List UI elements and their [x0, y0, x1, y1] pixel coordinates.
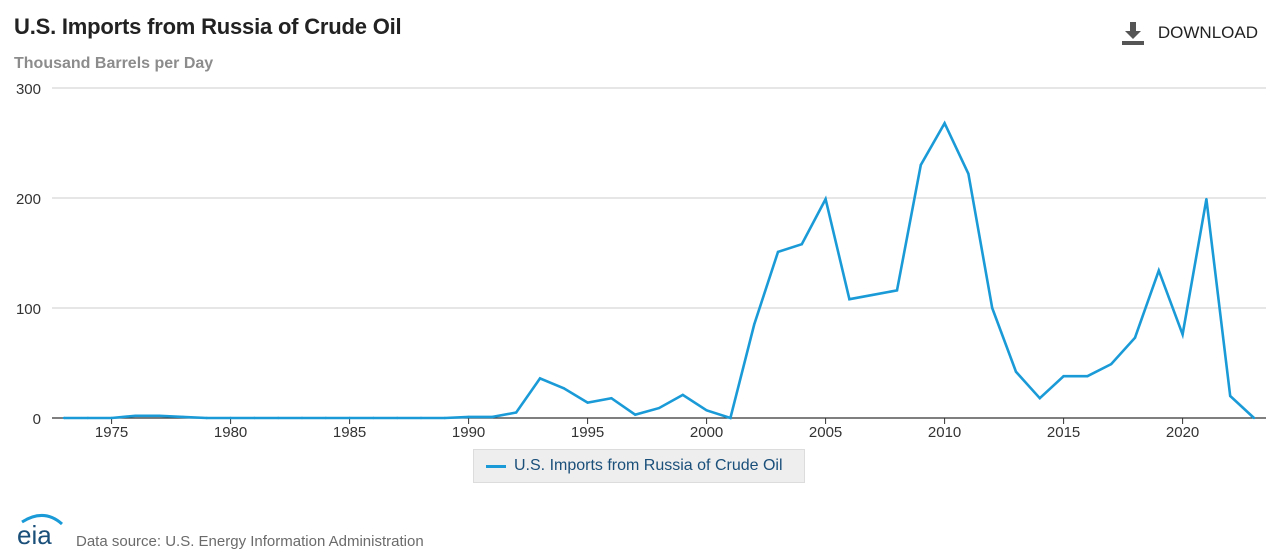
legend-label: U.S. Imports from Russia of Crude Oil [514, 457, 783, 474]
y-tick-label: 300 [16, 81, 41, 98]
data-point [657, 406, 661, 410]
data-point [277, 416, 280, 420]
x-tick-label: 2015 [1047, 424, 1080, 441]
legend-item[interactable]: U.S. Imports from Russia of Crude Oil [473, 449, 805, 483]
data-point [419, 416, 423, 420]
data-point [515, 411, 518, 414]
x-tick-label: 2010 [928, 424, 961, 441]
data-point [729, 416, 732, 420]
data-point [1229, 394, 1232, 398]
data-point [300, 416, 304, 420]
x-tick-label: 1995 [571, 424, 604, 441]
data-point [324, 416, 327, 420]
x-tick-label: 1980 [214, 424, 247, 441]
data-point [86, 416, 90, 420]
series-line [64, 120, 1255, 420]
download-label: DOWNLOAD [1157, 23, 1258, 42]
data-point [991, 306, 994, 310]
data-point [348, 416, 351, 420]
eia-logo[interactable]: eia [16, 510, 66, 550]
data-point [634, 413, 637, 416]
x-tick-label: 1990 [452, 424, 485, 441]
download-icon [1121, 22, 1144, 45]
data-point [824, 197, 827, 201]
data-point [538, 377, 542, 380]
eia-logo-text: eia [17, 520, 52, 550]
data-point [586, 401, 589, 404]
y-tick-label: 0 [33, 411, 41, 428]
chart-subtitle: Thousand Barrels per Day [14, 55, 214, 72]
footer: eia Data source: U.S. Energy Information… [16, 510, 424, 550]
data-point [895, 289, 899, 292]
data-point [62, 416, 66, 420]
chart-title: U.S. Imports from Russia of Crude Oil [14, 14, 402, 39]
data-point [1062, 375, 1065, 378]
x-tick-label: 1985 [333, 424, 366, 441]
data-point [372, 416, 375, 420]
data-point [205, 416, 208, 420]
data-point [467, 415, 470, 419]
y-tick-label: 100 [16, 301, 41, 318]
data-point [753, 323, 756, 326]
data-point [1205, 197, 1208, 201]
data-point [872, 293, 875, 296]
data-point [1086, 375, 1089, 378]
data-point [562, 387, 565, 390]
y-tick-label: 200 [16, 191, 41, 208]
data-point [491, 415, 494, 419]
data-point [181, 415, 185, 419]
data-point [253, 416, 256, 420]
x-tick-label: 2020 [1166, 424, 1199, 441]
data-point [1014, 370, 1018, 373]
data-point [705, 409, 708, 412]
data-point [776, 250, 780, 254]
data-point [967, 172, 970, 175]
data-point [1038, 397, 1042, 400]
data-point [610, 397, 613, 400]
data-point [1157, 269, 1161, 272]
data-point [800, 243, 803, 246]
data-point [848, 298, 851, 301]
data-point [943, 122, 946, 125]
data-point [134, 414, 137, 417]
x-tick-label: 2005 [809, 424, 842, 441]
data-point [396, 416, 399, 420]
x-tick-label: 2000 [690, 424, 723, 441]
data-point [158, 414, 161, 417]
data-point [919, 163, 922, 167]
data-point [681, 393, 684, 397]
data-point [443, 416, 446, 420]
data-point [1181, 333, 1184, 336]
download-button[interactable]: DOWNLOAD [1120, 20, 1258, 46]
data-source: Data source: U.S. Energy Information Adm… [76, 533, 424, 550]
data-point [110, 416, 113, 420]
line-chart: 0 100 200 300 1975 1980 1985 1990 1995 2000 2005 20… [16, 81, 1266, 441]
data-point [229, 416, 232, 420]
data-point [1110, 362, 1113, 366]
data-point [1252, 416, 1256, 420]
x-tick-label: 1975 [95, 424, 128, 441]
legend-swatch [486, 464, 506, 468]
data-point [1133, 336, 1137, 339]
